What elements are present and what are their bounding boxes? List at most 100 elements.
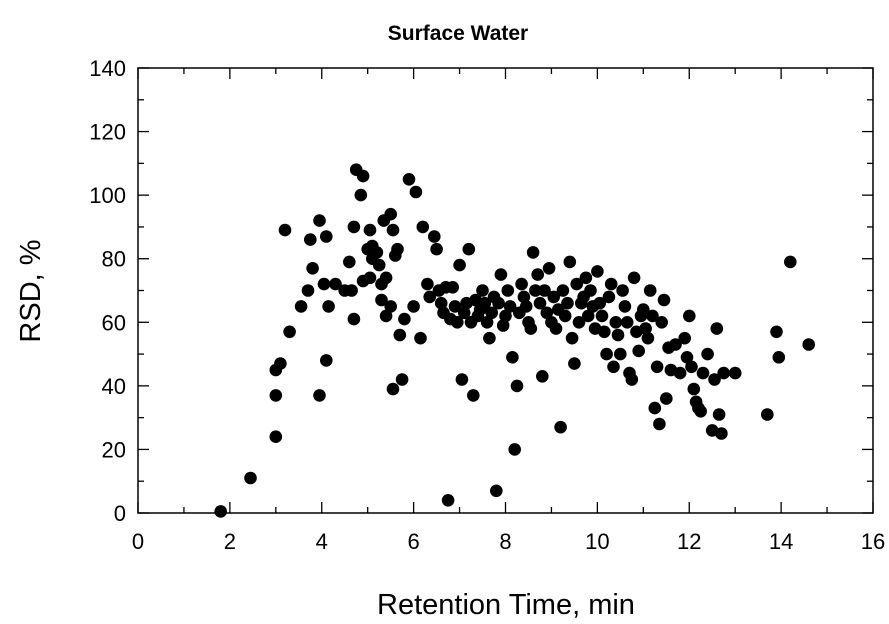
data-point xyxy=(391,242,404,256)
data-point xyxy=(496,319,510,332)
data-point xyxy=(478,296,492,310)
data-point xyxy=(354,188,368,202)
y-tick-label: 0 xyxy=(114,501,126,526)
x-axis: 0 2 4 6 8 10 12 14 16 xyxy=(132,68,885,554)
data-point xyxy=(772,351,786,364)
data-point xyxy=(678,331,691,345)
data-point xyxy=(554,420,567,434)
data-point xyxy=(313,214,326,227)
data-point xyxy=(320,230,333,243)
data-point xyxy=(529,284,542,297)
data-point xyxy=(510,379,524,393)
data-point xyxy=(379,271,393,285)
data-point xyxy=(591,265,604,278)
data-point xyxy=(655,316,668,329)
data-point xyxy=(441,494,455,507)
data-point xyxy=(476,284,489,297)
data-point xyxy=(384,300,398,313)
y-tick-label: 60 xyxy=(102,310,126,335)
x-tick-label: 10 xyxy=(585,529,609,554)
data-point xyxy=(409,185,423,199)
data-point xyxy=(294,300,308,313)
x-tick-label: 6 xyxy=(408,529,420,554)
data-point xyxy=(499,309,512,323)
data-point xyxy=(214,505,227,518)
data-point xyxy=(627,271,641,285)
data-point xyxy=(761,408,774,421)
data-point xyxy=(701,347,714,361)
x-tick-label: 16 xyxy=(861,529,885,554)
data-point xyxy=(347,220,361,234)
chart-title: Surface Water xyxy=(388,22,528,45)
x-tick-label: 12 xyxy=(677,529,701,554)
data-point xyxy=(370,246,384,259)
data-point xyxy=(384,207,398,221)
data-point xyxy=(414,331,427,345)
data-point xyxy=(283,325,296,339)
y-axis: 0 20 40 60 80 100 120 140 xyxy=(89,56,873,526)
data-point xyxy=(402,173,416,186)
data-point xyxy=(643,284,657,297)
data-point xyxy=(322,300,335,313)
data-point xyxy=(398,312,411,326)
data-point xyxy=(462,242,476,256)
data-point xyxy=(614,347,627,361)
data-point xyxy=(533,296,547,310)
data-point xyxy=(434,296,448,310)
data-point xyxy=(274,357,287,370)
data-point xyxy=(607,360,620,374)
data-point xyxy=(480,316,494,329)
data-point xyxy=(687,382,701,396)
data-point xyxy=(515,277,528,291)
data-point xyxy=(524,322,538,335)
x-tick-label: 8 xyxy=(499,529,511,554)
data-point xyxy=(708,373,721,386)
data-point xyxy=(531,268,544,281)
data-point xyxy=(540,306,554,320)
data-point xyxy=(611,328,625,342)
data-point xyxy=(407,300,420,313)
data-point xyxy=(363,223,377,237)
data-point xyxy=(568,357,581,370)
data-point xyxy=(648,401,662,415)
data-point xyxy=(356,169,370,183)
data-point xyxy=(304,233,317,246)
data-point xyxy=(547,290,560,304)
data-point xyxy=(386,382,400,396)
data-point xyxy=(600,347,613,361)
data-point xyxy=(784,255,797,269)
data-point xyxy=(558,309,572,323)
x-tick-label: 0 xyxy=(132,529,144,554)
data-point xyxy=(343,255,356,269)
data-point xyxy=(712,408,726,421)
data-point xyxy=(620,316,634,329)
data-point xyxy=(565,331,579,345)
data-point xyxy=(584,284,597,297)
data-point xyxy=(598,325,611,339)
data-point xyxy=(278,223,292,237)
data-point xyxy=(802,338,815,351)
data-point xyxy=(430,242,443,256)
data-point xyxy=(542,262,556,275)
data-point xyxy=(517,290,531,304)
y-tick-label: 80 xyxy=(102,247,126,272)
data-point xyxy=(625,373,639,386)
data-point xyxy=(526,246,540,259)
data-point xyxy=(770,325,783,339)
data-point xyxy=(650,360,664,374)
data-point xyxy=(728,366,742,380)
data-point xyxy=(680,351,694,364)
data-point xyxy=(423,290,437,304)
data-point xyxy=(593,296,606,310)
data-point xyxy=(317,277,331,291)
data-point xyxy=(494,268,508,281)
data-point xyxy=(556,284,570,297)
y-tick-label: 120 xyxy=(89,120,126,145)
data-point xyxy=(446,281,460,294)
data-point xyxy=(609,316,623,329)
data-point xyxy=(421,277,434,291)
x-tick-label: 2 xyxy=(224,529,236,554)
data-point xyxy=(345,284,358,297)
data-point xyxy=(536,370,549,383)
